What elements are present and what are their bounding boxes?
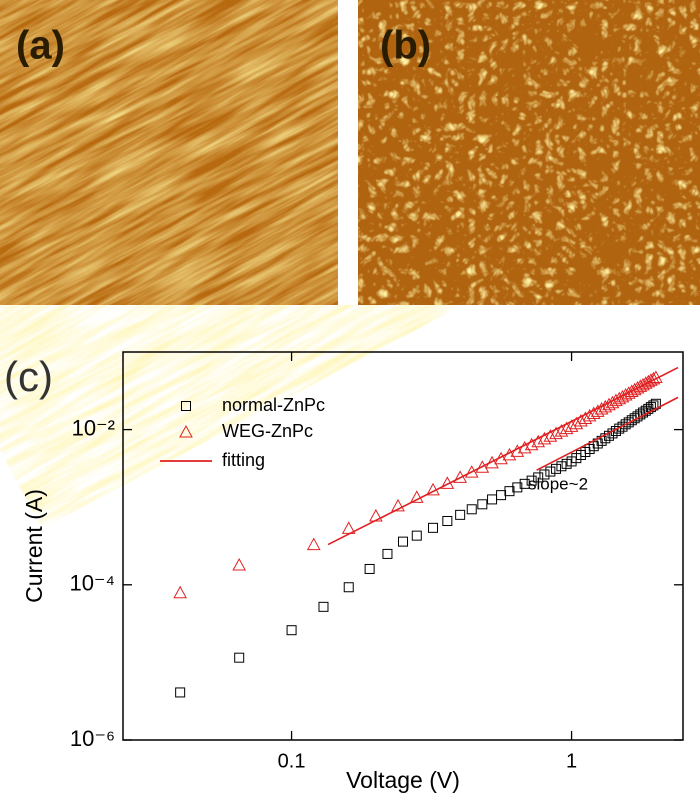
y-tick-label: 10⁻⁶ (70, 726, 115, 751)
data-point (466, 504, 477, 515)
data-point (524, 437, 539, 451)
data-point (545, 466, 556, 477)
data-point (391, 498, 405, 512)
data-point (590, 404, 605, 417)
afm-image-b: (b) (358, 0, 700, 305)
data-point (531, 434, 546, 448)
data-point (411, 530, 422, 541)
legend-label: normal-ZnPc (222, 395, 325, 415)
y-axis-title: Current (A) (21, 489, 47, 603)
data-point (537, 431, 552, 445)
data-point (543, 429, 558, 442)
data-point (318, 601, 329, 612)
legend-marker (179, 424, 193, 438)
data-point (539, 469, 550, 480)
fit-line (327, 366, 679, 546)
legend-label: fitting (222, 450, 265, 470)
data-point (369, 508, 383, 522)
plot-frame (122, 351, 684, 741)
data-point (549, 426, 563, 440)
data-point (343, 582, 354, 593)
data-point (398, 536, 408, 547)
data-point (588, 441, 599, 452)
panel-label: (c) (4, 353, 53, 400)
legend-marker (181, 401, 191, 411)
data-point (512, 482, 523, 493)
data-point (559, 421, 574, 435)
data-point (533, 472, 544, 483)
data-point (175, 687, 186, 698)
data-point (234, 652, 245, 663)
data-point (306, 537, 321, 551)
data-point (382, 548, 393, 559)
data-point (554, 424, 569, 437)
data-point (526, 475, 537, 486)
data-point (504, 486, 515, 497)
data-point (556, 461, 567, 472)
data-point (475, 460, 490, 473)
panel-label: (b) (380, 24, 431, 68)
afm-image-a: (a) (0, 0, 555, 529)
data-point (409, 490, 424, 503)
data-point (442, 515, 453, 526)
x-tick-label: 0.1 (278, 750, 306, 772)
data-point (551, 463, 562, 474)
x-tick-label: 1 (566, 750, 577, 772)
panel-label: (a) (16, 24, 65, 68)
data-point (286, 625, 297, 636)
y-tick-label: 10⁻² (72, 415, 115, 440)
data-point (364, 563, 375, 574)
data-point (232, 557, 247, 571)
data-point (519, 478, 530, 489)
data-point (640, 405, 651, 416)
data-point (496, 490, 507, 501)
y-tick-label: 10⁻⁴ (69, 571, 115, 596)
data-point (455, 509, 466, 520)
data-point (173, 585, 187, 599)
x-axis-title: Voltage (V) (346, 767, 460, 793)
legend-label: WEG-ZnPc (222, 421, 313, 441)
data-point (464, 465, 479, 478)
data-point (477, 499, 488, 510)
annotation: slope~2 (528, 474, 588, 493)
data-point (626, 415, 637, 426)
iv-chart: (c) Voltage (V) Current (A) slope~2 0.1 1… (4, 351, 684, 793)
data-point (586, 406, 601, 420)
data-point (428, 522, 439, 533)
data-point (487, 494, 498, 505)
